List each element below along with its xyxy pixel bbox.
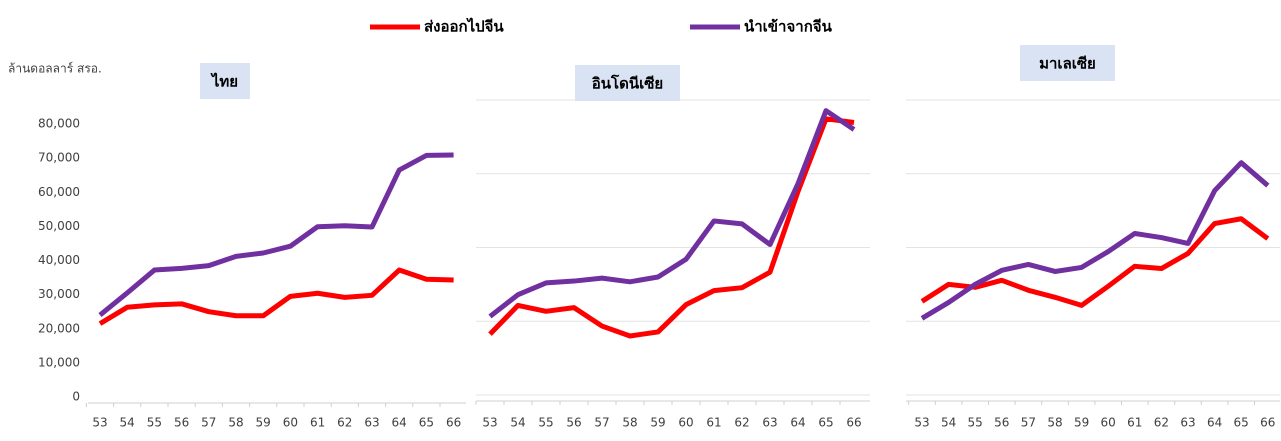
panel-title: ไทย (210, 72, 238, 91)
title-box (200, 63, 250, 99)
x-tick-label: 63 (762, 416, 777, 430)
x-tick-label: 65 (419, 416, 434, 430)
x-tick-label: 61 (1127, 416, 1142, 430)
x-tick-label: 55 (147, 416, 162, 430)
x-tick-label: 60 (283, 416, 298, 430)
x-tick-label: 61 (706, 416, 721, 430)
x-tick-label: 59 (650, 416, 665, 430)
x-tick-label: 54 (510, 416, 525, 430)
series-line (98, 152, 454, 318)
y-tick-label: 30,000 (38, 287, 80, 301)
x-tick-label: 53 (482, 416, 497, 430)
x-tick-label: 58 (1047, 416, 1062, 430)
series-line (920, 216, 1270, 308)
x-tick-label: 58 (622, 416, 637, 430)
x-tick-label: 57 (1021, 416, 1036, 430)
y-tick-label: 80,000 (38, 117, 80, 131)
x-tick-label: 62 (1154, 416, 1169, 430)
x-tick-label: 64 (392, 416, 407, 430)
x-tick-label: 57 (594, 416, 609, 430)
y-tick-label: 70,000 (38, 151, 80, 165)
x-tick-label: 66 (846, 416, 861, 430)
x-tick-label: 58 (228, 416, 243, 430)
series-line (488, 108, 856, 319)
x-tick-label: 66 (1260, 416, 1275, 430)
y-tick-label: 0 (72, 390, 80, 404)
x-tick-label: 53 (92, 416, 107, 430)
x-tick-label: 62 (337, 416, 352, 430)
y-tick-label: 20,000 (38, 321, 80, 335)
title-box (575, 65, 680, 101)
x-tick-label: 56 (994, 416, 1009, 430)
x-tick-label: 61 (310, 416, 325, 430)
x-tick-label: 63 (1180, 416, 1195, 430)
y-tick-label: 50,000 (38, 219, 80, 233)
y-tick-label: 60,000 (38, 185, 80, 199)
x-tick-label: 62 (734, 416, 749, 430)
x-tick-label: 55 (968, 416, 983, 430)
series-line (488, 116, 855, 339)
x-tick-label: 55 (538, 416, 553, 430)
x-tick-label: 64 (790, 416, 805, 430)
series-line (920, 160, 1270, 321)
panel-title: มาเลเซีย (1039, 55, 1096, 73)
x-tick-label: 56 (174, 416, 189, 430)
x-tick-label: 54 (941, 416, 956, 430)
x-tick-label: 54 (120, 416, 135, 430)
x-tick-label: 60 (1101, 416, 1116, 430)
x-tick-label: 66 (446, 416, 461, 430)
x-tick-label: 65 (1234, 416, 1249, 430)
series-line (98, 267, 454, 326)
y-axis-label: ล้านดอลลาร์ สรอ. (8, 62, 102, 76)
x-tick-label: 63 (364, 416, 379, 430)
y-tick-label: 40,000 (38, 253, 80, 267)
title-box (1020, 45, 1115, 81)
x-tick-label: 65 (818, 416, 833, 430)
x-tick-label: 60 (678, 416, 693, 430)
legend-label: ส่งออกไปจีน (424, 17, 504, 36)
y-tick-label: 10,000 (38, 355, 80, 369)
x-tick-label: 56 (566, 416, 581, 430)
legend-label: นำเข้าจากจีน (744, 18, 833, 36)
panel-title: อินโดนีเซีย (592, 74, 663, 93)
x-tick-label: 57 (201, 416, 216, 430)
x-tick-label: 59 (1074, 416, 1089, 430)
x-tick-label: 59 (256, 416, 271, 430)
x-tick-label: 53 (914, 416, 929, 430)
x-tick-label: 64 (1207, 416, 1222, 430)
